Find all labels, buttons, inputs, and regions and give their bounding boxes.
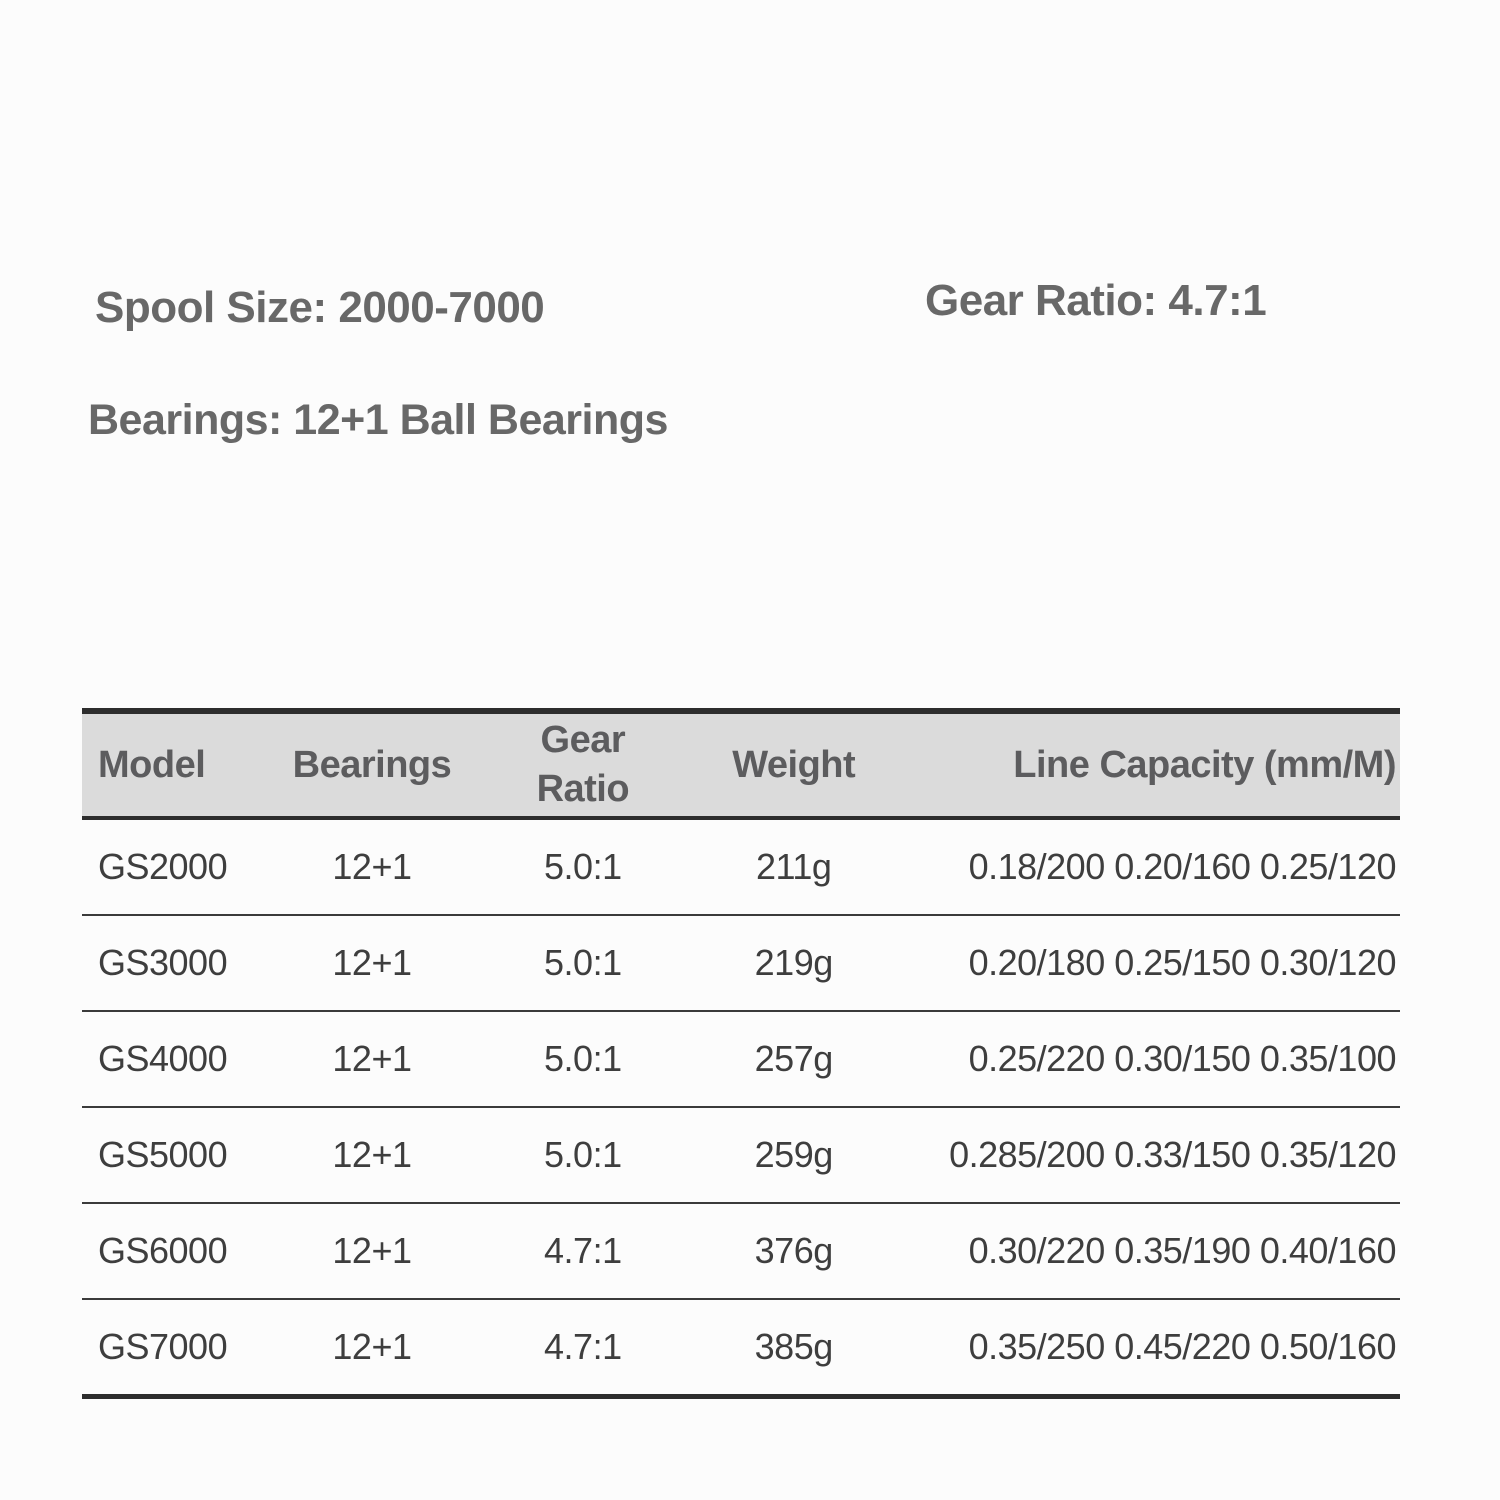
spec-table: Model Bearings Gear Ratio Weight Line Ca… — [82, 708, 1400, 1399]
column-header-weight: Weight — [688, 708, 900, 820]
bearings-label: Bearings: 12+1 Ball Bearings — [88, 396, 668, 444]
bearings-cell: 12+1 — [266, 1107, 478, 1204]
table-row: GS4000 12+1 5.0:1 257g 0.25/220 0.30/150… — [82, 1011, 1400, 1108]
table-row: GS2000 12+1 5.0:1 211g 0.18/200 0.20/160… — [82, 818, 1400, 916]
line-capacity-cell: 0.35/250 0.45/220 0.50/160 — [899, 1299, 1400, 1399]
line-capacity-cell: 0.20/180 0.25/150 0.30/120 — [899, 915, 1400, 1012]
weight-cell: 211g — [688, 818, 900, 916]
table-row: GS6000 12+1 4.7:1 376g 0.30/220 0.35/190… — [82, 1203, 1400, 1300]
gear-ratio-cell: 5.0:1 — [477, 1107, 689, 1204]
line-capacity-cell: 0.285/200 0.33/150 0.35/120 — [899, 1107, 1400, 1204]
model-cell: GS5000 — [82, 1107, 267, 1204]
model-cell: GS2000 — [82, 818, 267, 916]
table-row: GS3000 12+1 5.0:1 219g 0.20/180 0.25/150… — [82, 915, 1400, 1012]
model-cell: GS4000 — [82, 1011, 267, 1108]
column-header-gear-ratio-label: Gear Ratio — [536, 718, 630, 810]
bearings-cell: 12+1 — [266, 1203, 478, 1300]
model-cell: GS3000 — [82, 915, 267, 1012]
bearings-cell: 12+1 — [266, 818, 478, 916]
weight-cell: 259g — [688, 1107, 900, 1204]
column-header-line-capacity: Line Capacity (mm/M) — [899, 708, 1400, 820]
bearings-cell: 12+1 — [266, 915, 478, 1012]
column-header-gear-ratio: Gear Ratio — [477, 708, 689, 820]
line-capacity-cell: 0.18/200 0.20/160 0.25/120 — [899, 818, 1400, 916]
weight-cell: 376g — [688, 1203, 900, 1300]
table-row: GS7000 12+1 4.7:1 385g 0.35/250 0.45/220… — [82, 1299, 1400, 1399]
model-cell: GS7000 — [82, 1299, 267, 1399]
column-header-weight-label: Weight — [732, 743, 856, 786]
gear-ratio-cell: 4.7:1 — [477, 1299, 689, 1399]
gear-ratio-cell: 5.0:1 — [477, 915, 689, 1012]
column-header-bearings-label: Bearings — [292, 743, 452, 786]
column-header-line-capacity-label: Line Capacity (mm/M) — [1013, 743, 1396, 786]
line-capacity-cell: 0.30/220 0.35/190 0.40/160 — [899, 1203, 1400, 1300]
weight-cell: 257g — [688, 1011, 900, 1108]
weight-cell: 219g — [688, 915, 900, 1012]
gear-ratio-cell: 5.0:1 — [477, 818, 689, 916]
line-capacity-cell: 0.25/220 0.30/150 0.35/100 — [899, 1011, 1400, 1108]
column-header-model-label: Model — [98, 743, 206, 786]
column-header-bearings: Bearings — [266, 708, 478, 820]
table-row: GS5000 12+1 5.0:1 259g 0.285/200 0.33/15… — [82, 1107, 1400, 1204]
column-header-model: Model — [82, 708, 267, 820]
spool-size-label: Spool Size: 2000-7000 — [95, 283, 545, 332]
model-cell: GS6000 — [82, 1203, 267, 1300]
gear-ratio-cell: 4.7:1 — [477, 1203, 689, 1300]
table-header-row: Model Bearings Gear Ratio Weight Line Ca… — [82, 708, 1400, 820]
gear-ratio-cell: 5.0:1 — [477, 1011, 689, 1108]
gear-ratio-label: Gear Ratio: 4.7:1 — [925, 276, 1267, 325]
bearings-cell: 12+1 — [266, 1011, 478, 1108]
weight-cell: 385g — [688, 1299, 900, 1399]
bearings-cell: 12+1 — [266, 1299, 478, 1399]
